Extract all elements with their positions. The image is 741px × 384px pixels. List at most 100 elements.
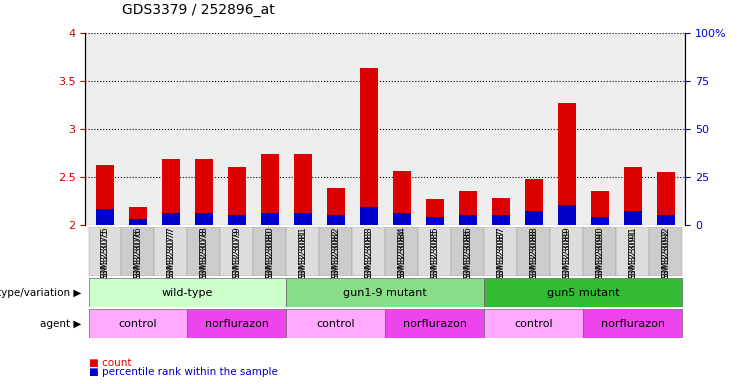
Text: ■ percentile rank within the sample: ■ percentile rank within the sample [89, 367, 278, 377]
Bar [485, 278, 682, 307]
Text: agent ▶: agent ▶ [40, 318, 82, 329]
Text: wild-type: wild-type [162, 288, 213, 298]
Bar [419, 227, 451, 276]
Bar [360, 68, 378, 225]
Text: gun5 mutant: gun5 mutant [547, 288, 619, 298]
Bar [220, 227, 253, 276]
Bar [551, 227, 583, 276]
Bar [492, 198, 510, 225]
Text: control: control [119, 318, 157, 329]
Bar [261, 213, 279, 225]
Text: GSM323092: GSM323092 [661, 229, 670, 284]
Bar [459, 191, 477, 225]
Bar [327, 215, 345, 225]
Bar [187, 309, 286, 338]
Bar [624, 211, 642, 225]
Text: GSM323079: GSM323079 [233, 227, 242, 281]
Bar [393, 213, 411, 225]
Text: GSM323085: GSM323085 [431, 227, 439, 281]
Bar [451, 227, 485, 276]
Text: control: control [316, 318, 355, 329]
Bar [253, 227, 286, 276]
Bar [525, 211, 543, 225]
Text: genotype/variation ▶: genotype/variation ▶ [0, 288, 82, 298]
Text: gun1-9 mutant: gun1-9 mutant [343, 288, 428, 298]
Text: norflurazon: norflurazon [601, 318, 665, 329]
Bar [293, 213, 312, 225]
Bar [517, 227, 551, 276]
Text: GSM323087: GSM323087 [496, 229, 505, 284]
Text: GSM323075: GSM323075 [101, 227, 110, 281]
Text: GSM323075: GSM323075 [101, 229, 110, 284]
Bar [426, 217, 444, 225]
Bar [492, 215, 510, 225]
Text: GSM323080: GSM323080 [265, 227, 274, 281]
Bar [286, 309, 385, 338]
Bar [88, 278, 286, 307]
Bar [360, 207, 378, 225]
Bar [319, 227, 352, 276]
Text: norflurazon: norflurazon [403, 318, 467, 329]
Bar [657, 172, 675, 225]
Bar [227, 215, 246, 225]
Text: GSM323081: GSM323081 [299, 227, 308, 281]
Bar [96, 209, 114, 225]
Text: GSM323086: GSM323086 [463, 229, 472, 284]
Bar [583, 309, 682, 338]
Bar [617, 227, 649, 276]
Text: GSM323082: GSM323082 [331, 229, 340, 284]
Bar [352, 227, 385, 276]
Text: GSM323089: GSM323089 [562, 227, 571, 281]
Bar [162, 213, 180, 225]
Bar [187, 227, 220, 276]
Text: GSM323082: GSM323082 [331, 227, 340, 281]
Text: GSM323090: GSM323090 [595, 229, 604, 284]
Text: GSM323087: GSM323087 [496, 227, 505, 281]
Bar [426, 199, 444, 225]
Bar [129, 207, 147, 225]
Bar [385, 309, 485, 338]
Bar [591, 217, 609, 225]
Text: GDS3379 / 252896_at: GDS3379 / 252896_at [122, 3, 275, 17]
Text: GSM323086: GSM323086 [463, 227, 472, 281]
Text: GSM323090: GSM323090 [595, 227, 604, 281]
Bar [657, 215, 675, 225]
Bar [195, 159, 213, 225]
Text: GSM323081: GSM323081 [299, 229, 308, 284]
Text: GSM323089: GSM323089 [562, 229, 571, 284]
Bar [485, 309, 583, 338]
Bar [558, 103, 576, 225]
Text: GSM323084: GSM323084 [397, 229, 406, 284]
Bar [485, 227, 517, 276]
Text: GSM323088: GSM323088 [529, 229, 538, 284]
Bar [293, 154, 312, 225]
Bar [591, 191, 609, 225]
Text: GSM323080: GSM323080 [265, 229, 274, 284]
Text: ■ count: ■ count [89, 358, 131, 368]
Text: GSM323092: GSM323092 [661, 227, 670, 281]
Text: GSM323077: GSM323077 [167, 229, 176, 284]
Bar [624, 167, 642, 225]
Bar [583, 227, 617, 276]
Text: norflurazon: norflurazon [205, 318, 269, 329]
Bar [261, 154, 279, 225]
Bar [162, 159, 180, 225]
Bar [96, 165, 114, 225]
Text: GSM323078: GSM323078 [199, 227, 208, 281]
Text: GSM323084: GSM323084 [397, 227, 406, 281]
Bar [154, 227, 187, 276]
Text: GSM323088: GSM323088 [529, 227, 538, 281]
Text: GSM323083: GSM323083 [365, 227, 373, 281]
Bar [195, 213, 213, 225]
Text: GSM323085: GSM323085 [431, 229, 439, 284]
Bar [227, 167, 246, 225]
Text: GSM323078: GSM323078 [199, 229, 208, 284]
Bar [649, 227, 682, 276]
Bar [122, 227, 154, 276]
Text: GSM323091: GSM323091 [628, 227, 637, 281]
Bar [459, 215, 477, 225]
Text: GSM323076: GSM323076 [133, 227, 142, 281]
Bar [327, 188, 345, 225]
Bar [88, 309, 187, 338]
Bar [286, 278, 485, 307]
